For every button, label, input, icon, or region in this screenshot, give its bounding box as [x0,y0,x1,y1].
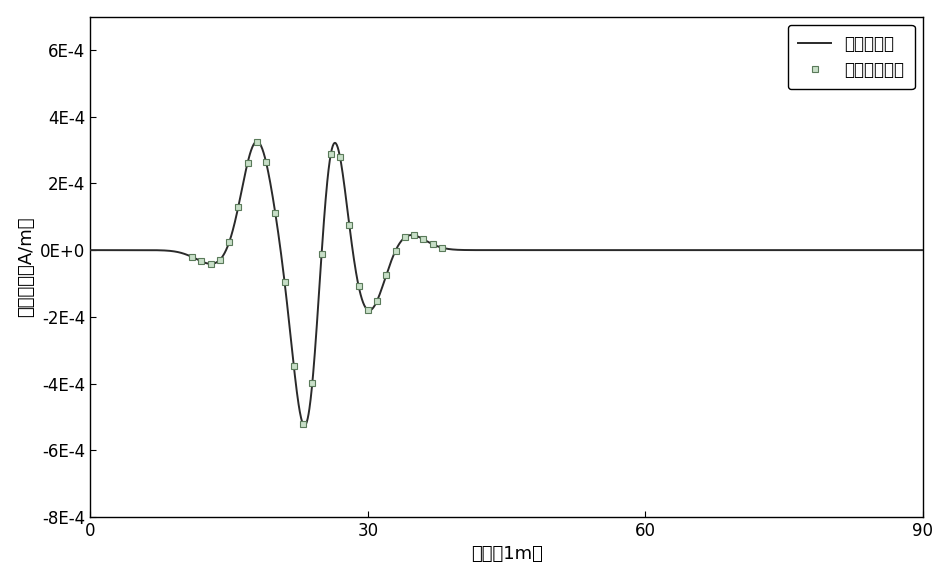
准显式法求解 [279,278,291,285]
准显式法求解 [418,235,429,242]
准显式法求解 [186,253,198,260]
隐式法求解 [741,246,752,253]
准显式法求解 [260,159,272,166]
准显式法求解 [408,232,420,239]
隐式法求解 [127,246,139,253]
准显式法求解 [297,420,309,427]
准显式法求解 [427,241,438,248]
准显式法求解 [223,239,235,246]
Legend: 隐式法求解, 准显式法求解: 隐式法求解, 准显式法求解 [788,25,915,89]
准显式法求解 [399,234,410,241]
准显式法求解 [316,251,328,258]
准显式法求解 [288,363,299,370]
隐式法求解 [893,246,904,253]
准显式法求解 [334,154,346,161]
准显式法求解 [325,150,336,157]
准显式法求解 [233,203,244,210]
准显式法求解 [196,258,207,265]
隐式法求解 [85,246,96,253]
准显式法求解 [214,256,225,263]
准显式法求解 [344,222,355,229]
隐式法求解 [298,422,310,429]
准显式法求解 [242,160,254,166]
准显式法求解 [205,260,217,267]
隐式法求解 [490,246,502,253]
隐式法求解 [468,246,480,253]
Line: 准显式法求解: 准显式法求解 [189,139,445,427]
准显式法求解 [390,247,401,254]
隐式法求解 [894,246,905,253]
准显式法求解 [436,244,447,251]
准显式法求解 [270,210,281,217]
准显式法求解 [251,138,262,145]
X-axis label: 时间（1m）: 时间（1m） [470,545,542,563]
准显式法求解 [381,271,392,278]
Line: 隐式法求解: 隐式法求解 [90,142,922,426]
准显式法求解 [362,306,373,313]
隐式法求解 [251,138,262,145]
隐式法求解 [917,246,928,253]
准显式法求解 [371,298,383,304]
Y-axis label: 电流密度（A/m）: 电流密度（A/m） [17,216,34,317]
准显式法求解 [307,379,318,386]
准显式法求解 [352,282,364,289]
